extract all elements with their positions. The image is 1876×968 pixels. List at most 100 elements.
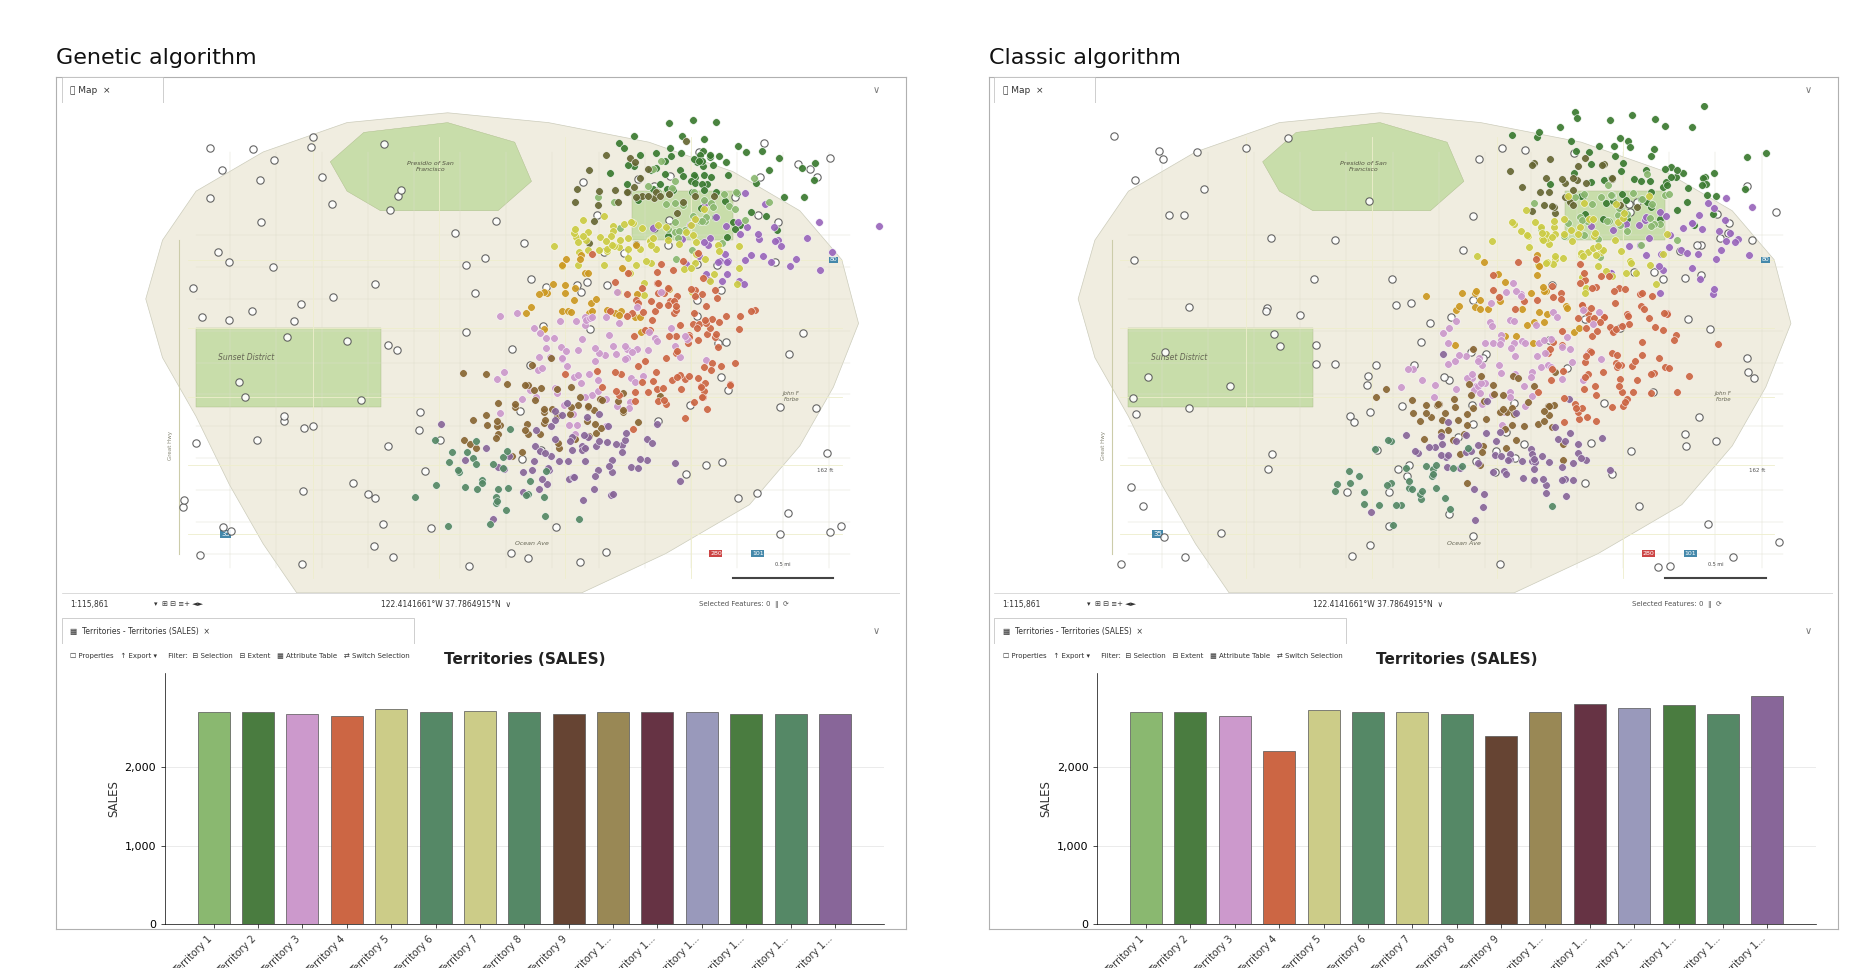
Point bbox=[720, 190, 750, 205]
Point bbox=[608, 403, 638, 418]
Point bbox=[580, 416, 610, 432]
Text: Great Hwy: Great Hwy bbox=[169, 432, 173, 461]
Point bbox=[668, 253, 698, 268]
Point bbox=[492, 443, 522, 459]
Point bbox=[758, 219, 788, 234]
Point bbox=[1394, 473, 1424, 489]
Point bbox=[1647, 322, 1677, 338]
Point bbox=[1398, 361, 1428, 377]
Point bbox=[570, 309, 600, 324]
Point bbox=[628, 287, 658, 303]
Point bbox=[713, 266, 743, 282]
Point bbox=[1576, 344, 1606, 359]
Point bbox=[203, 244, 233, 259]
Point bbox=[655, 320, 685, 336]
Point bbox=[664, 163, 694, 178]
Point bbox=[555, 407, 585, 422]
Point bbox=[591, 243, 621, 258]
Point bbox=[1651, 307, 1681, 322]
Point bbox=[567, 438, 597, 453]
Point bbox=[461, 440, 492, 456]
Point bbox=[685, 147, 715, 163]
Point bbox=[1536, 373, 1566, 388]
Point bbox=[1551, 361, 1581, 377]
Point bbox=[411, 463, 441, 478]
Point bbox=[1460, 299, 1490, 315]
Point bbox=[598, 218, 628, 233]
Point bbox=[1655, 558, 1685, 573]
Point bbox=[1431, 459, 1461, 474]
Point bbox=[1600, 321, 1630, 337]
Point bbox=[1557, 197, 1587, 213]
Point bbox=[246, 214, 276, 229]
Point bbox=[598, 487, 628, 502]
Point bbox=[655, 186, 685, 201]
Point bbox=[1460, 381, 1490, 397]
Point bbox=[1105, 557, 1135, 572]
Point bbox=[1099, 128, 1129, 143]
Point bbox=[1563, 110, 1593, 126]
Point bbox=[570, 265, 600, 281]
Bar bbox=[463, 711, 495, 924]
Point bbox=[1458, 342, 1488, 357]
Point bbox=[533, 476, 563, 492]
Point bbox=[520, 439, 550, 454]
Bar bbox=[1662, 705, 1694, 924]
Point bbox=[690, 266, 720, 282]
Point bbox=[1640, 319, 1670, 335]
Point bbox=[1426, 428, 1456, 443]
Point bbox=[1611, 265, 1642, 281]
Point bbox=[525, 348, 555, 364]
Point bbox=[1702, 252, 1732, 267]
Point bbox=[1568, 381, 1598, 397]
Point bbox=[750, 208, 780, 224]
Point bbox=[1598, 324, 1628, 340]
Point bbox=[655, 186, 685, 201]
Point bbox=[1613, 309, 1643, 324]
Point bbox=[1636, 219, 1666, 234]
Point bbox=[621, 384, 651, 400]
Point bbox=[1557, 472, 1587, 488]
Point bbox=[1662, 202, 1692, 218]
Point bbox=[1619, 171, 1649, 187]
Point bbox=[696, 147, 726, 163]
Point bbox=[1531, 170, 1561, 186]
Point bbox=[1456, 387, 1486, 403]
Point bbox=[1570, 452, 1600, 468]
Text: Sunset District: Sunset District bbox=[218, 353, 274, 362]
Point bbox=[583, 189, 613, 204]
Point bbox=[1568, 249, 1598, 264]
Point bbox=[1576, 174, 1606, 190]
Point bbox=[704, 244, 734, 259]
Point bbox=[280, 313, 310, 328]
Point bbox=[1411, 397, 1441, 412]
Point bbox=[1531, 346, 1561, 361]
Point bbox=[1576, 344, 1606, 359]
Point bbox=[1595, 214, 1625, 229]
Point bbox=[583, 346, 613, 361]
Point bbox=[454, 559, 484, 574]
Point bbox=[1655, 227, 1685, 242]
Point bbox=[642, 264, 672, 280]
Point bbox=[698, 199, 728, 215]
Point bbox=[1448, 242, 1478, 257]
Point bbox=[617, 344, 647, 359]
Point bbox=[1443, 298, 1473, 314]
Point bbox=[704, 237, 734, 253]
Point bbox=[1501, 432, 1531, 447]
Point bbox=[602, 285, 632, 300]
Point bbox=[1600, 197, 1630, 212]
Point bbox=[561, 181, 591, 197]
Point bbox=[1353, 377, 1383, 392]
Point bbox=[1439, 391, 1469, 407]
Point bbox=[1529, 197, 1559, 213]
Point bbox=[1458, 371, 1488, 386]
Point bbox=[552, 252, 582, 267]
Point bbox=[700, 283, 730, 298]
Point bbox=[679, 175, 709, 191]
Point bbox=[1587, 211, 1617, 227]
Point bbox=[724, 238, 754, 254]
Point bbox=[1435, 309, 1465, 324]
Point bbox=[360, 491, 390, 506]
Point bbox=[583, 242, 613, 257]
